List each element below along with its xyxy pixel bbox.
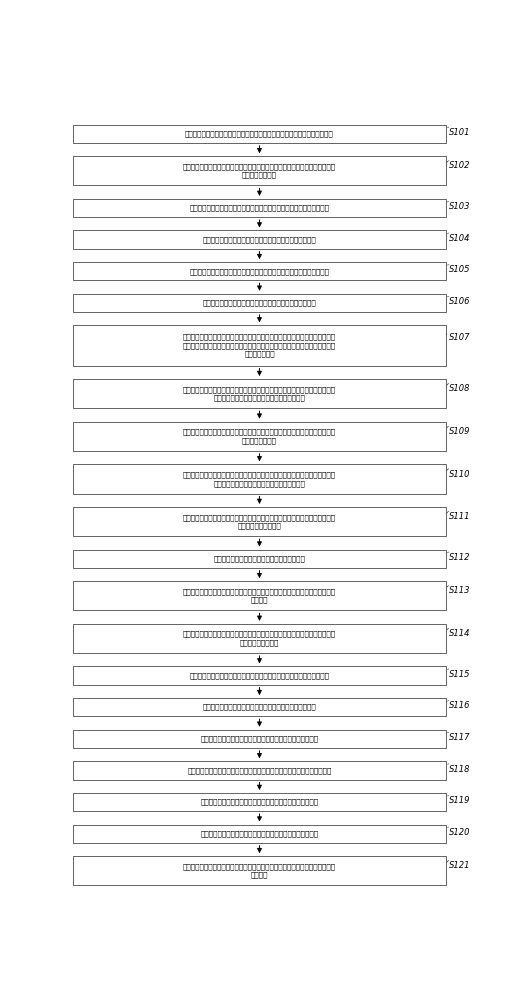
Bar (73, 507, 446, 536)
Text: S105: S105 (450, 265, 471, 274)
Text: 对所述实数向量序列进行数字滤波，生成实数向量滤波序列: 对所述实数向量序列进行数字滤波，生成实数向量滤波序列 (203, 704, 317, 710)
Text: S109: S109 (450, 427, 471, 436)
Text: 将所述参考频率的余弦函数与所述采样数据序列相乘，生成实数向量序列: 将所述参考频率的余弦函数与所述采样数据序列相乘，生成实数向量序列 (189, 205, 329, 211)
Text: 对所述实数向量滤波序列进行积分运算，生成实数向量积分值: 对所述实数向量滤波序列进行积分运算，生成实数向量积分值 (201, 735, 319, 742)
Text: S121: S121 (450, 861, 471, 870)
Bar (73, 666, 446, 685)
Text: 根据所述预设的相位转换规则，将所述后段序列实数积分值和所述后段序列虚数
积分值转换为第二相位: 根据所述预设的相位转换规则，将所述后段序列实数积分值和所述后段序列虚数 积分值转… (183, 514, 336, 529)
Text: S106: S106 (450, 297, 471, 306)
Bar (73, 825, 446, 843)
Text: 根据预设的相位转换规则，将所述前段序列实数积分值与所述前段序列虚数积分
值转换为第一相位: 根据预设的相位转换规则，将所述前段序列实数积分值与所述前段序列虚数积分 值转换为… (183, 429, 336, 444)
Bar (73, 199, 446, 217)
Text: S113: S113 (450, 586, 471, 595)
Text: S107: S107 (450, 333, 471, 342)
Bar (73, 156, 446, 185)
Bar (73, 624, 446, 653)
Bar (73, 793, 446, 811)
Text: S103: S103 (450, 202, 471, 211)
Text: 根据预设的频率转换规则，将所述相位差和所述参考频率转换为所述电力信号的
基波频率: 根据预设的频率转换规则，将所述相位差和所述参考频率转换为所述电力信号的 基波频率 (183, 588, 336, 603)
Bar (73, 730, 446, 748)
Text: S118: S118 (450, 765, 471, 774)
Text: S111: S111 (450, 512, 471, 521)
Text: S112: S112 (450, 553, 471, 562)
Text: S102: S102 (450, 161, 471, 170)
Text: 对所述虚数向量滤波序列进行积分运算，生成虚数向量积分值: 对所述虚数向量滤波序列进行积分运算，生成虚数向量积分值 (201, 830, 319, 837)
Text: 根据预设时间长度和预设采样频率，对电力信号进行采样，生成采样数据序列: 根据预设时间长度和预设采样频率，对电力信号进行采样，生成采样数据序列 (185, 130, 334, 137)
Text: S108: S108 (450, 384, 471, 393)
Text: S114: S114 (450, 629, 471, 638)
Text: 对所述实数向量序列进行数字滤波，生成实数向量滤波序列: 对所述实数向量序列进行数字滤波，生成实数向量滤波序列 (203, 236, 317, 243)
Text: 根据预设的相位转换规则，将所述实数向量积分值和所述虚数向量积分值转换为
谐波相位: 根据预设的相位转换规则，将所述实数向量积分值和所述虚数向量积分值转换为 谐波相位 (183, 863, 336, 878)
Bar (73, 856, 446, 885)
Text: 对所述实数向量滤波前段序列和所述虚数向量滤波前段序列分别进行积分运算，
生成前段序列实数积分值和前段序列虚数积分值: 对所述实数向量滤波前段序列和所述虚数向量滤波前段序列分别进行积分运算， 生成前段… (183, 386, 336, 401)
Bar (73, 550, 446, 568)
Text: S117: S117 (450, 733, 471, 742)
Text: S116: S116 (450, 701, 471, 710)
Text: 对所述采样数据序列的基波频率进行初测，获得初步基波频率，并以所述初步基
波频率为参考频率: 对所述采样数据序列的基波频率进行初测，获得初步基波频率，并以所述初步基 波频率为… (183, 163, 336, 178)
Bar (73, 422, 446, 451)
Text: 将所述参考频率的余弦函数与所述采样数据序列相乘，生成实数向量序列: 将所述参考频率的余弦函数与所述采样数据序列相乘，生成实数向量序列 (189, 672, 329, 679)
Text: 对所述虚数向量值序列进行数字滤波，生成虚数向量滤波序列: 对所述虚数向量值序列进行数字滤波，生成虚数向量滤波序列 (201, 799, 319, 805)
Text: S110: S110 (450, 470, 471, 479)
Bar (73, 698, 446, 716)
Text: 对所述实数向量滤波后段序列和所述虚数向量滤波后段序列分别进行积分运算，
生成后段序列实数积分值和后段序列虚数积分值: 对所述实数向量滤波后段序列和所述虚数向量滤波后段序列分别进行积分运算， 生成后段… (183, 471, 336, 487)
Text: S120: S120 (450, 828, 471, 837)
Bar (73, 262, 446, 280)
Text: 将所述参考频率的正弦函数与所述采样数据序列相乘，获得虚数向量值序列: 将所述参考频率的正弦函数与所述采样数据序列相乘，获得虚数向量值序列 (187, 767, 331, 774)
Text: S115: S115 (450, 670, 471, 679)
Bar (73, 761, 446, 780)
Bar (73, 125, 446, 143)
Bar (73, 294, 446, 312)
Text: 分别将所述实数向量滤波序列和所述虚数向量滤波序列等分为两段序列，生成实
数向量滤波前段序列、实数向量滤波后段序列、虚数向量滤波前段序列和虚数向
量滤波后段序列: 分别将所述实数向量滤波序列和所述虚数向量滤波序列等分为两段序列，生成实 数向量滤… (183, 334, 336, 357)
Bar (73, 230, 446, 249)
Text: S101: S101 (450, 128, 471, 137)
Text: 对所述虚数向量序列进行数字滤波，生成虚数向量滤波序列: 对所述虚数向量序列进行数字滤波，生成虚数向量滤波序列 (203, 300, 317, 306)
Text: 将所述参考频率的正弦函数与所述采样数据序列相乘，生成虚数向量序列: 将所述参考频率的正弦函数与所述采样数据序列相乘，生成虚数向量序列 (189, 268, 329, 275)
Bar (73, 581, 446, 610)
Text: S104: S104 (450, 234, 471, 243)
Text: 将所述第二相位减去所述第一相位，生成相位差: 将所述第二相位减去所述第一相位，生成相位差 (213, 555, 305, 562)
Bar (73, 379, 446, 408)
Bar (73, 325, 446, 366)
Text: S119: S119 (450, 796, 471, 805)
Text: 获取所述基波频率与所述电力信号的谐波因数的乘积，生成谐波频率，并以所述
谐波频率为参考频率: 获取所述基波频率与所述电力信号的谐波因数的乘积，生成谐波频率，并以所述 谐波频率… (183, 631, 336, 646)
Bar (73, 464, 446, 494)
